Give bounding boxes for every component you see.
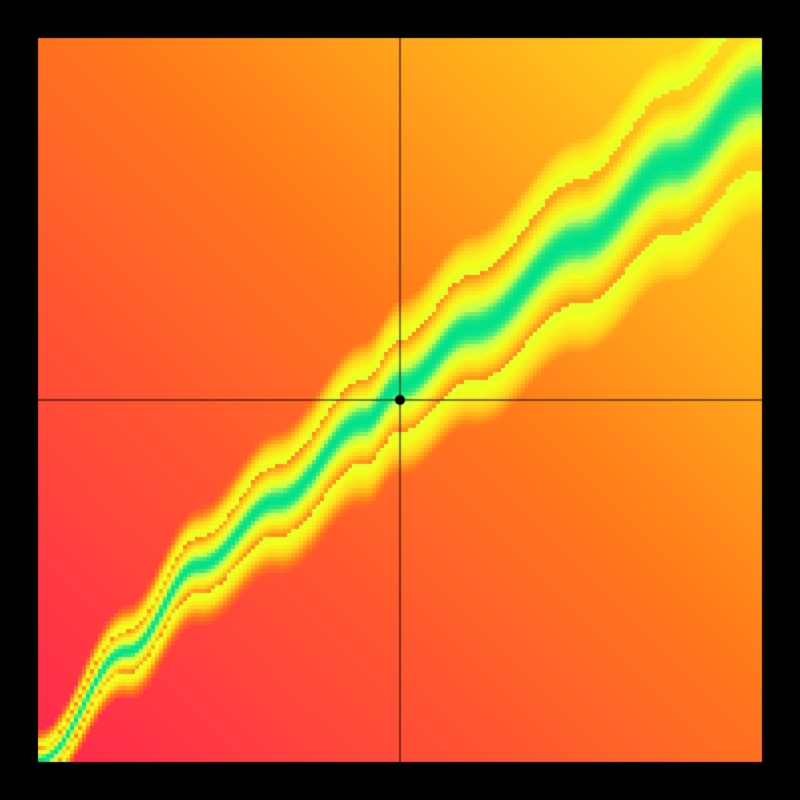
bottleneck-heatmap-canvas — [0, 0, 800, 800]
chart-container: TheBottleneck.com — [0, 0, 800, 800]
